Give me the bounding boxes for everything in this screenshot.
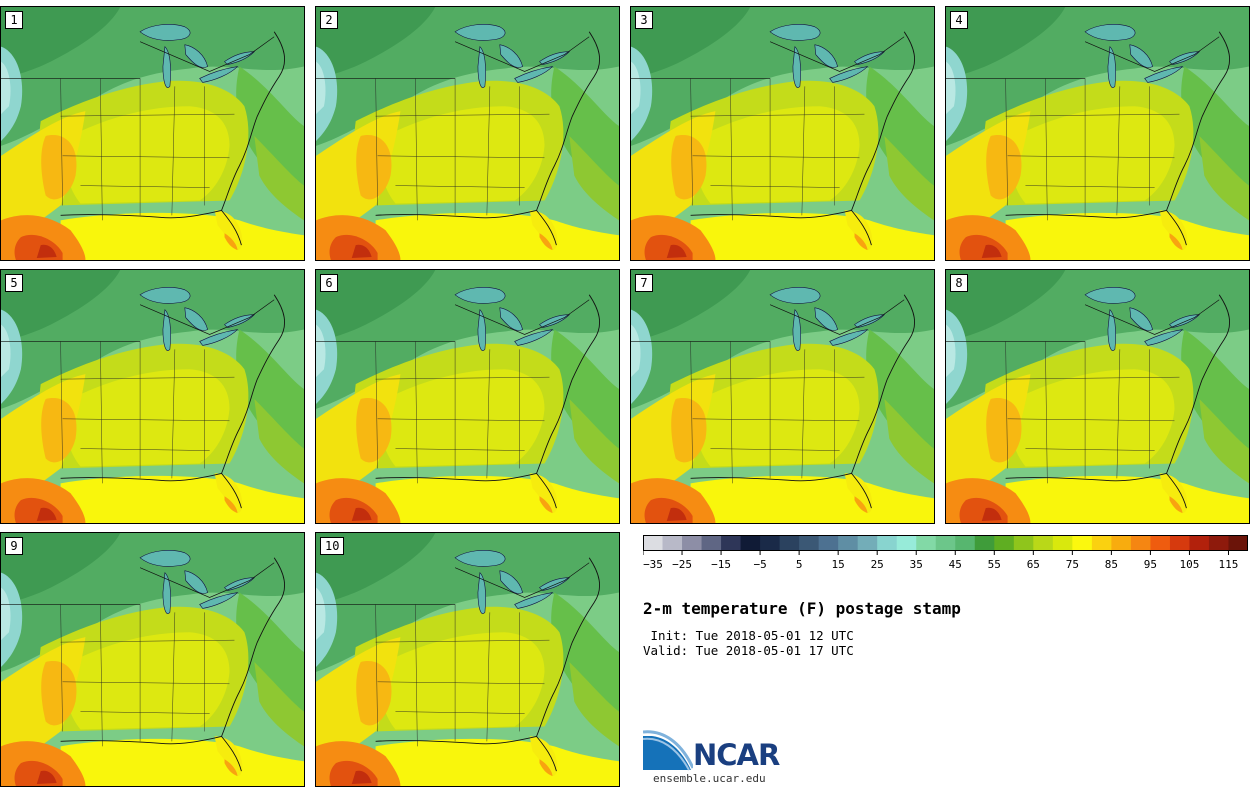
member-label: 7	[635, 274, 653, 292]
member-label: 4	[950, 11, 968, 29]
colorbar-swatch	[1072, 535, 1093, 551]
member-label: 2	[320, 11, 338, 29]
colorbar-tick-label: 105	[1180, 558, 1200, 571]
colorbar-swatch	[916, 535, 937, 551]
colorbar-tick-label: 75	[1066, 558, 1079, 571]
colorbar-swatch	[955, 535, 976, 551]
colorbar-swatch	[740, 535, 761, 551]
stamp-panel-4: 4	[945, 6, 1250, 261]
colorbar-swatch	[662, 535, 683, 551]
stamp-panel-2: 2	[315, 6, 620, 261]
colorbar-swatch	[1189, 535, 1210, 551]
member-label: 9	[5, 537, 23, 555]
colorbar-swatch	[701, 535, 722, 551]
stamp-panel-8: 8	[945, 269, 1250, 524]
member-label: 10	[320, 537, 345, 555]
member-label: 1	[5, 11, 23, 29]
colorbar-swatch	[877, 535, 898, 551]
ensemble-url: ensemble.ucar.edu	[653, 772, 766, 785]
ncar-logo-text: NCAR	[693, 738, 780, 772]
member-label: 6	[320, 274, 338, 292]
colorbar-swatch	[1033, 535, 1054, 551]
colorbar-swatch	[779, 535, 800, 551]
colorbar-tick-label: 95	[1144, 558, 1157, 571]
colorbar-tick-label: 55	[988, 558, 1001, 571]
stamp-panel-6: 6	[315, 269, 620, 524]
colorbar-tick-label: 25	[871, 558, 884, 571]
colorbar-swatch	[974, 535, 995, 551]
colorbar-swatch	[1052, 535, 1073, 551]
colorbar-swatch	[760, 535, 781, 551]
colorbar-swatch	[643, 535, 664, 551]
colorbar-swatch	[1091, 535, 1112, 551]
colorbar-tick-label: 65	[1027, 558, 1040, 571]
colorbar-swatch	[721, 535, 742, 551]
colorbar-swatch	[799, 535, 820, 551]
colorbar-tick-label: −15	[711, 558, 731, 571]
colorbar-tick-label: 15	[832, 558, 845, 571]
stamp-panel-5: 5	[0, 269, 305, 524]
colorbar-swatch	[838, 535, 859, 551]
colorbar-tick-label: −5	[753, 558, 766, 571]
stamp-panel-1: 1	[0, 6, 305, 261]
stamp-panel-7: 7	[630, 269, 935, 524]
ncar-logo: NCAR ensemble.ucar.edu	[643, 730, 803, 788]
colorbar-tick-label: 5	[796, 558, 803, 571]
member-label: 8	[950, 274, 968, 292]
colorbar-tick-label: 115	[1219, 558, 1239, 571]
colorbar-swatch	[1130, 535, 1151, 551]
colorbar-swatch	[818, 535, 839, 551]
colorbar-swatch	[935, 535, 956, 551]
colorbar-swatch	[857, 535, 878, 551]
ncar-swoosh-icon	[643, 730, 693, 771]
init-time: Init: Tue 2018-05-01 12 UTC	[643, 628, 854, 643]
member-label: 3	[635, 11, 653, 29]
colorbar-tick-label: 85	[1105, 558, 1118, 571]
colorbar-tick-label: −25	[672, 558, 692, 571]
colorbar-tick-label: 45	[949, 558, 962, 571]
colorbar-swatch	[1111, 535, 1132, 551]
colorbar-swatch	[682, 535, 703, 551]
temperature-colorbar: −35 −25 −15 −5 5 15 25 35 45 55 65 75 85 95 105 115	[643, 535, 1248, 571]
stamp-panel-10: 10	[315, 532, 620, 787]
figure-title: 2-m temperature (F) postage stamp	[643, 599, 961, 618]
colorbar-swatch	[1208, 535, 1229, 551]
colorbar-swatch	[1228, 535, 1248, 551]
colorbar-tick-label: 35	[910, 558, 923, 571]
colorbar-swatch	[994, 535, 1015, 551]
colorbar-tick-label: −35	[643, 558, 663, 571]
stamp-panel-3: 3	[630, 6, 935, 261]
colorbar-swatch	[896, 535, 917, 551]
stamp-panel-9: 9	[0, 532, 305, 787]
colorbar-border	[643, 535, 1248, 551]
colorbar-swatch	[1169, 535, 1190, 551]
colorbar-swatch	[1150, 535, 1171, 551]
colorbar-swatch	[1013, 535, 1034, 551]
member-label: 5	[5, 274, 23, 292]
valid-time: Valid: Tue 2018-05-01 17 UTC	[643, 643, 854, 658]
